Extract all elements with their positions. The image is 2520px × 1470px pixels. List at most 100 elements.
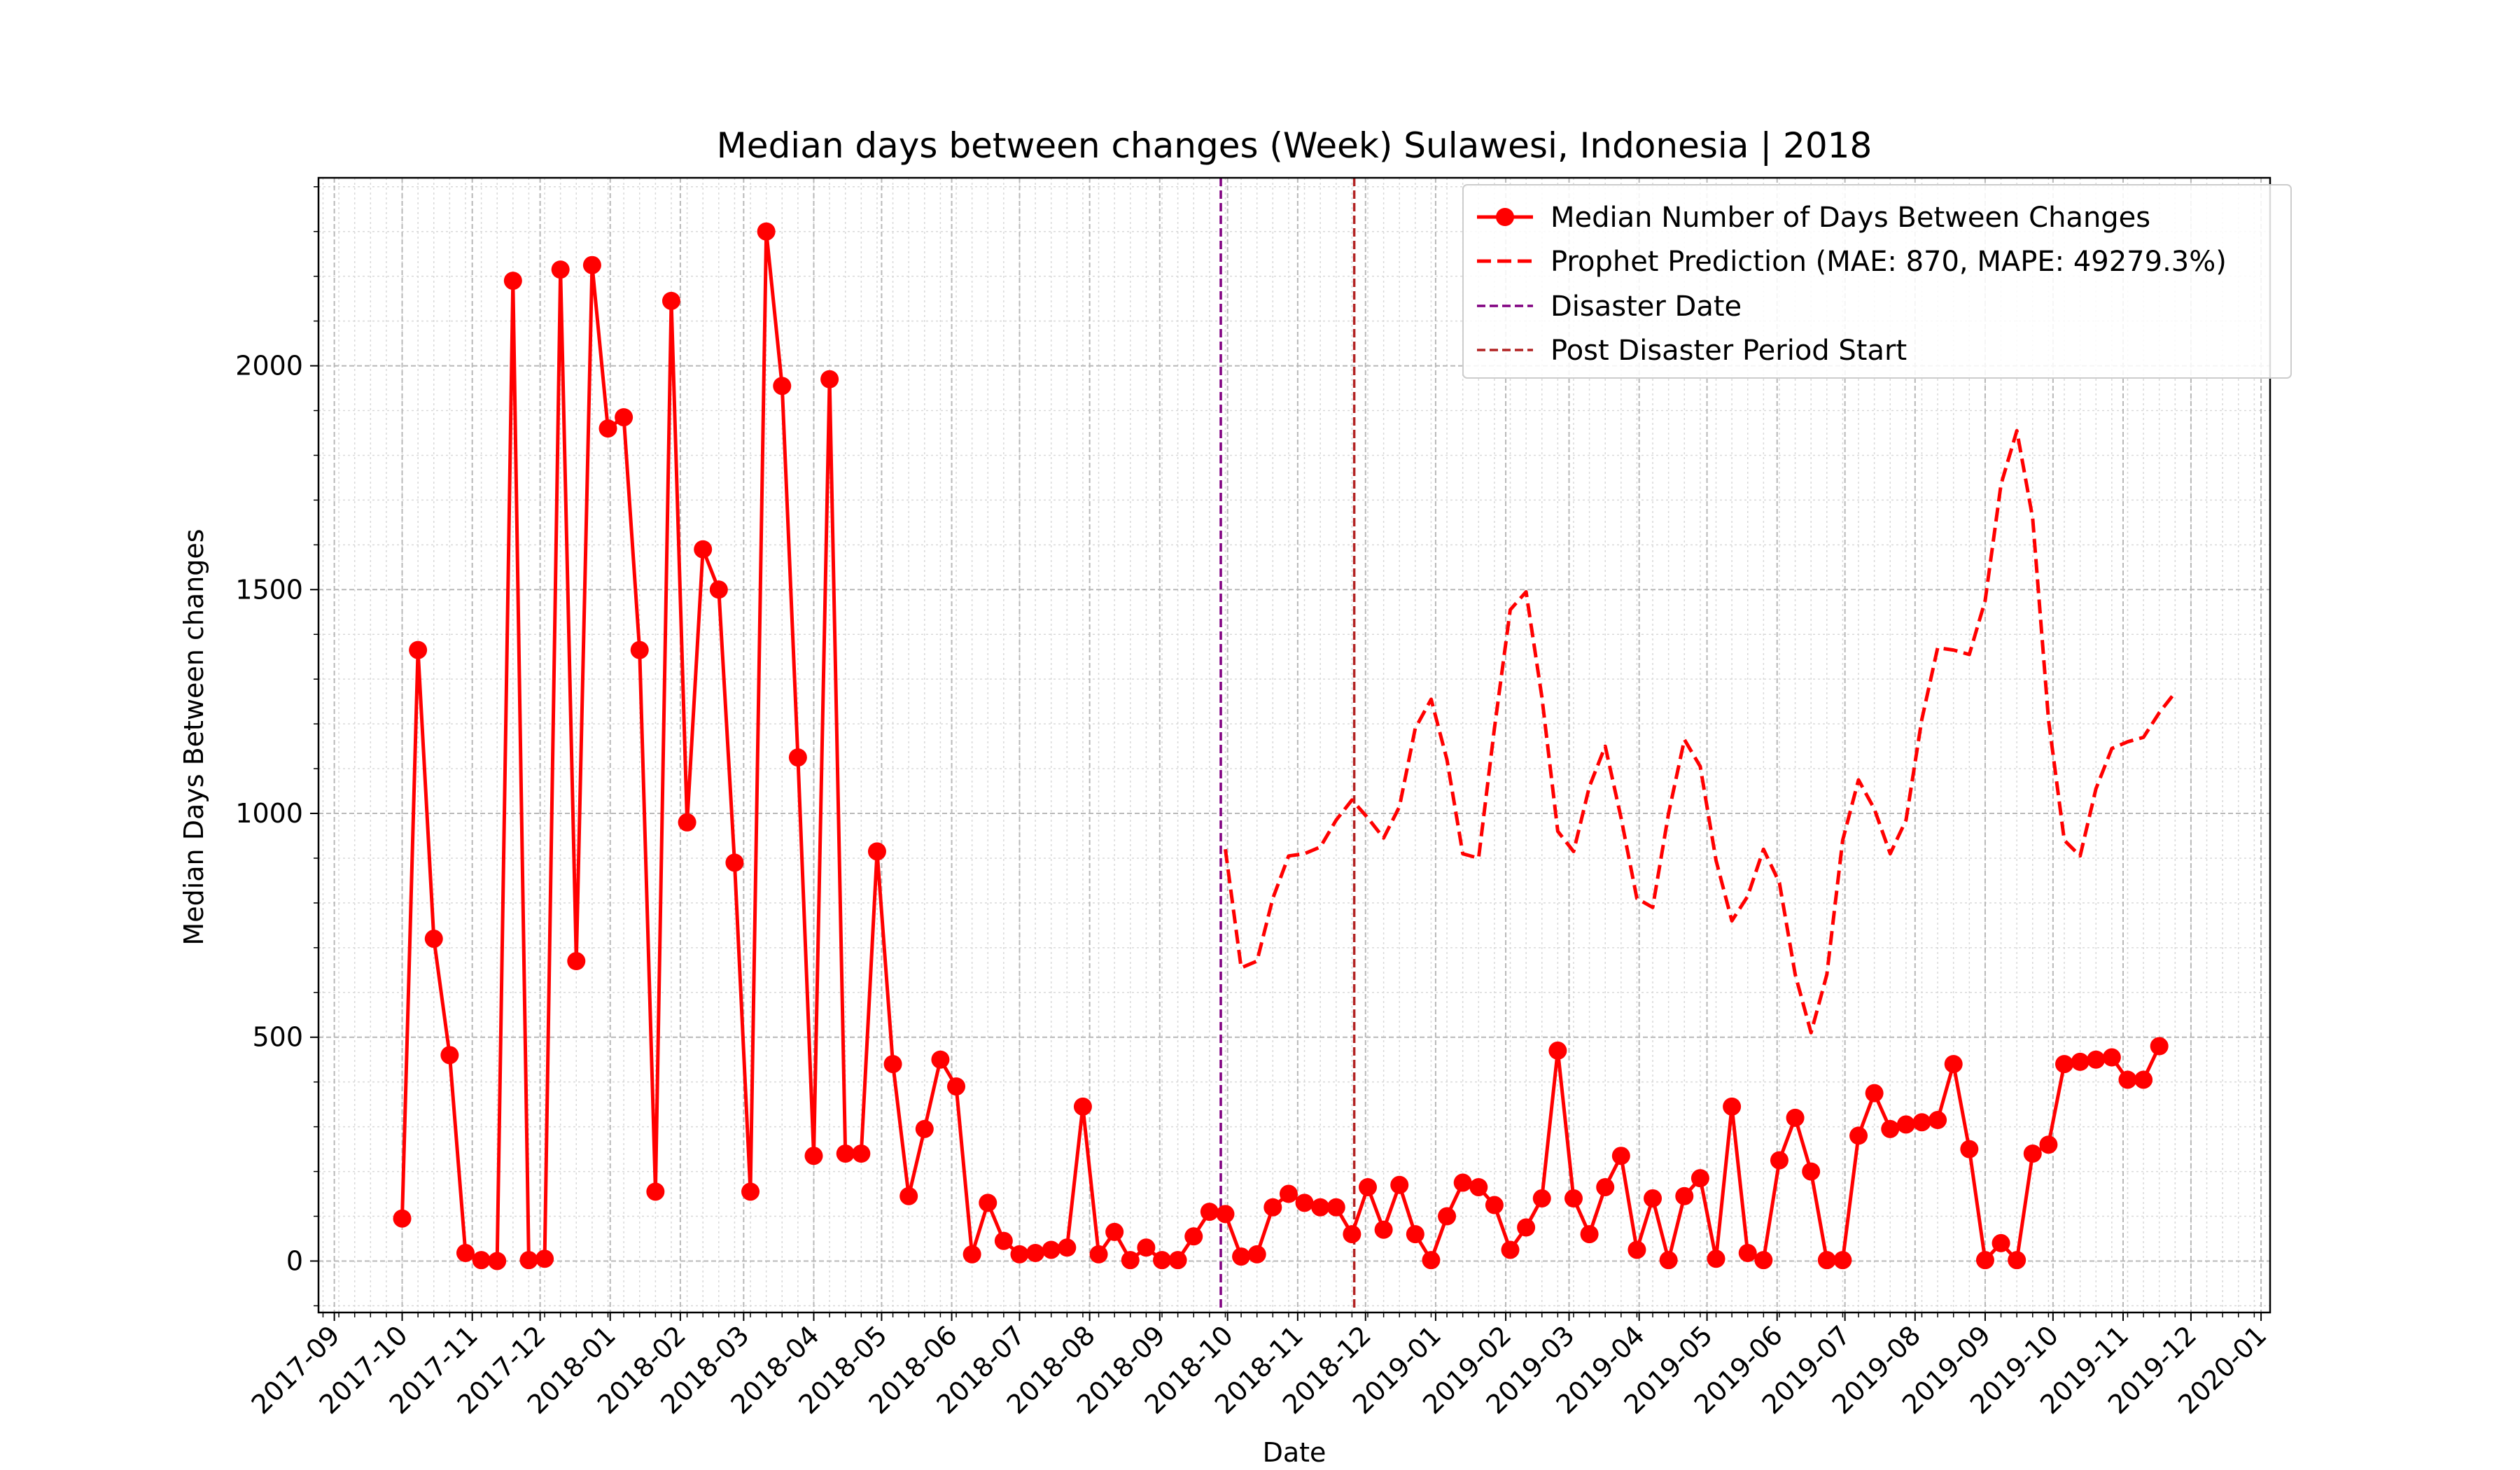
observed-data-point (1548, 1041, 1567, 1060)
observed-data-point (1073, 1097, 1092, 1116)
observed-data-point (804, 1147, 823, 1166)
observed-data-point (1501, 1240, 1520, 1259)
observed-data-point (536, 1250, 554, 1268)
observed-data-point (1723, 1097, 1742, 1116)
observed-data-point (1928, 1111, 1947, 1130)
legend-label-observed: Median Number of Days Between Changes (1550, 202, 2150, 234)
observed-data-point (1010, 1245, 1029, 1264)
observed-data-point (1849, 1126, 1868, 1145)
observed-data-point (598, 419, 617, 438)
observed-data-point (725, 853, 744, 872)
observed-data-point (472, 1251, 491, 1270)
observed-data-point (2118, 1070, 2137, 1089)
observed-data-point (1833, 1251, 1852, 1270)
observed-data-point (2102, 1048, 2121, 1067)
observed-data-point (788, 748, 807, 767)
observed-data-point (836, 1144, 855, 1163)
legend: Median Number of Days Between Changes Pr… (1462, 184, 2292, 379)
legend-label-prediction: Prophet Prediction (MAE: 870, MAPE: 4927… (1550, 246, 2227, 278)
observed-data-point (1358, 1177, 1377, 1196)
observed-data-point (1991, 1233, 2010, 1252)
observed-data-point (2055, 1055, 2074, 1074)
observed-data-point (615, 408, 634, 427)
chart-title: Median days between changes (Week) Sulaw… (717, 125, 1872, 166)
observed-data-point (773, 377, 792, 396)
plot-area-frame (317, 176, 2272, 1314)
observed-data-point (1153, 1251, 1172, 1270)
observed-data-point (1675, 1186, 1694, 1205)
observed-data-point (1707, 1250, 1726, 1268)
observed-data-point (1532, 1189, 1551, 1208)
observed-data-point (2150, 1037, 2169, 1056)
observed-data-point (440, 1046, 459, 1065)
observed-data-point (1485, 1196, 1504, 1214)
observed-data-point (1137, 1238, 1156, 1257)
observed-data-point (1690, 1169, 1709, 1188)
observed-data-point (1390, 1175, 1409, 1194)
observed-data-point (2134, 1070, 2153, 1089)
observed-data-point (1343, 1225, 1362, 1244)
observed-data-point (1438, 1207, 1457, 1226)
observed-data-point (694, 540, 713, 559)
observed-data-point (503, 272, 522, 290)
observed-data-point (1881, 1119, 1900, 1138)
y-tick-label: 1500 (235, 574, 303, 605)
observed-data-point (1912, 1113, 1931, 1132)
observed-data-point (1089, 1245, 1108, 1264)
observed-data-point (1517, 1218, 1536, 1237)
observed-data-point (741, 1182, 760, 1201)
observed-data-point (1279, 1184, 1298, 1203)
observed-data-point (1865, 1084, 1884, 1102)
observed-data-point (646, 1182, 665, 1201)
observed-data-point (662, 291, 680, 310)
observed-data-point (1168, 1251, 1187, 1270)
observed-data-point (1596, 1177, 1615, 1196)
y-tick-label: 1000 (235, 798, 303, 829)
observed-data-point (1644, 1189, 1662, 1208)
observed-data-point (2039, 1135, 2058, 1154)
observed-data-point (2008, 1251, 2026, 1270)
observed-data-point (883, 1055, 902, 1074)
y-axis-label: Median Days Between changes (178, 528, 209, 945)
observed-data-point (1264, 1198, 1282, 1217)
observed-data-point (1326, 1198, 1345, 1217)
observed-data-point (1944, 1055, 1963, 1074)
observed-data-point (1770, 1151, 1788, 1170)
observed-data-point (1200, 1203, 1219, 1222)
legend-label-post-disaster: Post Disaster Period Start (1550, 335, 1907, 367)
observed-data-point (519, 1251, 538, 1270)
observed-data-point (1975, 1251, 1994, 1270)
observed-data-point (1058, 1238, 1077, 1257)
observed-median-line (400, 230, 2161, 1263)
observed-data-point (1247, 1245, 1266, 1264)
series-layer (393, 222, 2177, 1270)
observed-data-point (1406, 1225, 1424, 1244)
observed-data-point (2087, 1050, 2106, 1069)
observed-data-point (1311, 1198, 1330, 1217)
observed-data-point (1295, 1194, 1314, 1212)
observed-data-point (1042, 1240, 1060, 1259)
observed-data-point (1580, 1225, 1599, 1244)
observed-data-point (820, 370, 839, 388)
observed-data-point (1422, 1251, 1441, 1270)
observed-data-point (867, 842, 886, 861)
y-tick-label: 0 (286, 1245, 303, 1276)
observed-data-point (1216, 1205, 1235, 1224)
observed-data-point (630, 640, 649, 659)
observed-data-point (1105, 1222, 1124, 1241)
observed-data-point (979, 1194, 997, 1212)
observed-data-point (899, 1186, 918, 1205)
y-tick-label: 500 (252, 1022, 303, 1053)
observed-data-point (582, 255, 601, 274)
x-axis-label: Date (1263, 1437, 1326, 1468)
observed-data-point (1628, 1240, 1646, 1259)
observed-data-point (1802, 1162, 1821, 1181)
observed-data-point (1659, 1251, 1678, 1270)
observed-data-point (1786, 1108, 1805, 1127)
reference-lines (1219, 178, 1356, 1312)
observed-data-point (994, 1231, 1013, 1250)
observed-data-point (1564, 1189, 1583, 1208)
observed-data-point (947, 1077, 966, 1096)
observed-data-point (456, 1243, 475, 1262)
